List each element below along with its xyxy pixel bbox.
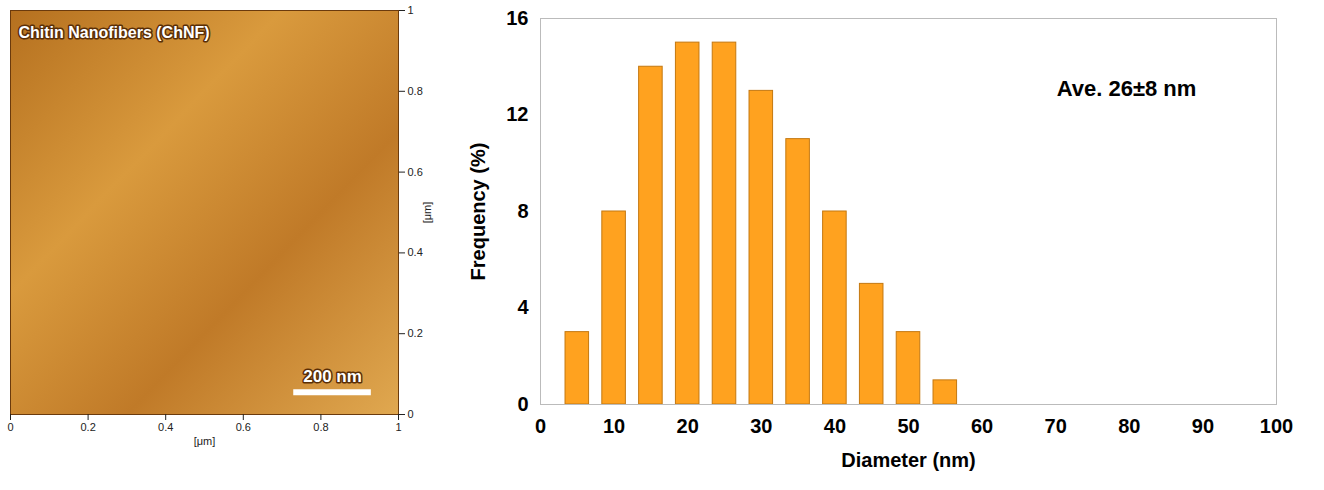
- svg-text:0.4: 0.4: [408, 246, 423, 258]
- svg-text:50: 50: [897, 415, 919, 437]
- svg-text:10: 10: [603, 415, 625, 437]
- svg-text:16: 16: [506, 7, 528, 29]
- svg-text:[μm]: [μm]: [194, 435, 216, 447]
- svg-text:80: 80: [1118, 415, 1140, 437]
- svg-text:0.4: 0.4: [158, 421, 173, 433]
- svg-text:Frequency (%): Frequency (%): [467, 143, 489, 281]
- svg-text:40: 40: [824, 415, 846, 437]
- svg-text:Chitin Nanofibers (ChNF): Chitin Nanofibers (ChNF): [19, 24, 210, 41]
- svg-text:[μm]: [μm]: [421, 202, 433, 224]
- svg-text:100: 100: [1260, 415, 1293, 437]
- svg-text:20: 20: [677, 415, 699, 437]
- svg-text:8: 8: [517, 200, 528, 222]
- svg-text:Diameter (nm): Diameter (nm): [841, 449, 975, 471]
- svg-text:0.2: 0.2: [408, 327, 423, 339]
- svg-text:0: 0: [7, 421, 13, 433]
- svg-text:0: 0: [408, 408, 414, 420]
- svg-text:1: 1: [408, 4, 414, 16]
- svg-text:30: 30: [750, 415, 772, 437]
- svg-text:0.8: 0.8: [313, 421, 328, 433]
- svg-text:12: 12: [506, 103, 528, 125]
- svg-text:90: 90: [1192, 415, 1214, 437]
- svg-text:0.6: 0.6: [408, 166, 423, 178]
- svg-text:0: 0: [535, 415, 546, 437]
- svg-text:70: 70: [1045, 415, 1067, 437]
- svg-text:1: 1: [395, 421, 401, 433]
- svg-text:4: 4: [517, 296, 529, 318]
- svg-text:0: 0: [517, 393, 528, 415]
- svg-text:0.6: 0.6: [236, 421, 251, 433]
- svg-text:60: 60: [971, 415, 993, 437]
- svg-text:Ave. 26±8 nm: Ave. 26±8 nm: [1057, 76, 1197, 101]
- svg-text:0.8: 0.8: [408, 85, 423, 97]
- svg-text:0.2: 0.2: [80, 421, 95, 433]
- svg-text:200 nm: 200 nm: [303, 367, 362, 386]
